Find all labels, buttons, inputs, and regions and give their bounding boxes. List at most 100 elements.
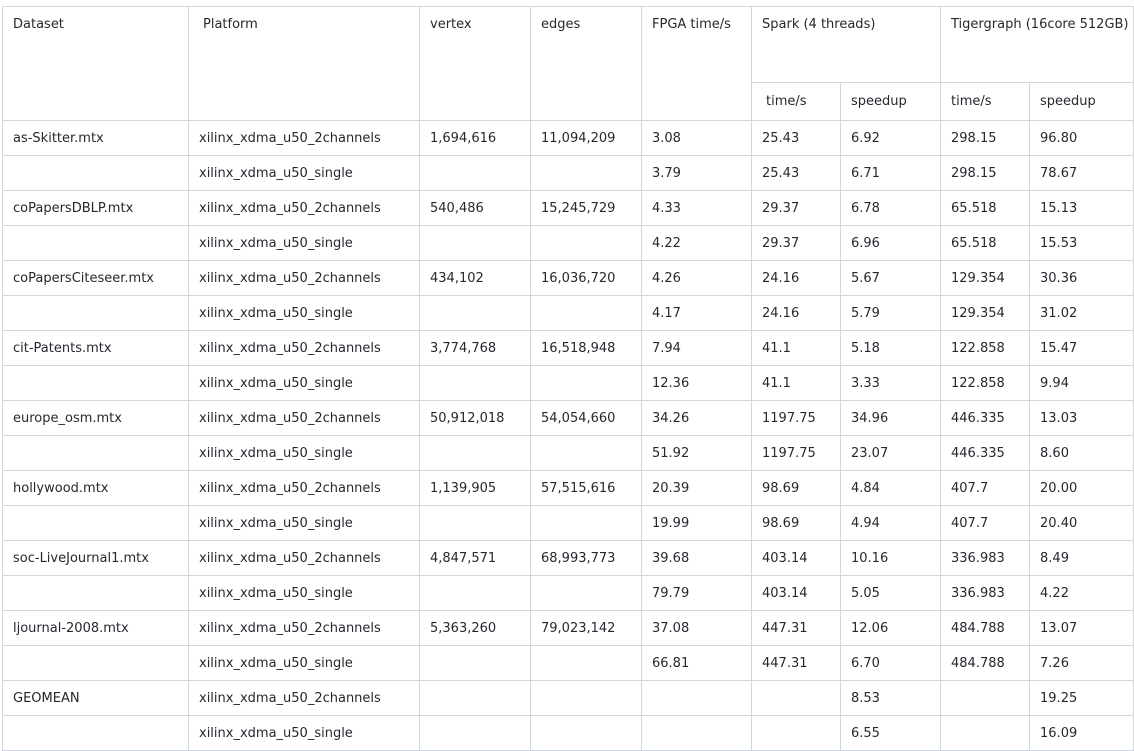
cell-vertex: 50,912,018 xyxy=(419,400,531,436)
cell-platform: xilinx_xdma_u50_2channels xyxy=(188,400,420,436)
cell-platform: xilinx_xdma_u50_2channels xyxy=(188,680,420,716)
cell-fpga: 37.08 xyxy=(641,610,752,646)
cell-spark-time: 98.69 xyxy=(751,505,841,541)
cell-platform: xilinx_xdma_u50_single xyxy=(188,295,420,331)
cell-dataset: soc-LiveJournal1.mtx xyxy=(2,540,189,576)
header-spark-time: time/s xyxy=(751,81,841,122)
cell-platform: xilinx_xdma_u50_single xyxy=(188,435,420,471)
table-row: hollywood.mtx xilinx_xdma_u50_2channels 1,… xyxy=(2,470,1134,506)
cell-vertex xyxy=(419,680,531,716)
header-spark-speedup: speedup xyxy=(839,81,942,122)
cell-platform: xilinx_xdma_u50_single xyxy=(188,575,420,611)
cell-tg-time: 446.335 xyxy=(940,435,1031,471)
cell-spark-speedup: 23.07 xyxy=(839,435,942,471)
cell-tg-time: 129.354 xyxy=(940,295,1031,331)
cell-dataset: as-Skitter.mtx xyxy=(2,120,189,156)
cell-spark-time: 1197.75 xyxy=(751,400,841,436)
header-tg-speedup: speedup xyxy=(1029,81,1134,122)
cell-fpga: 39.68 xyxy=(641,540,752,576)
cell-tg-speedup: 8.49 xyxy=(1029,540,1134,576)
cell-tg-speedup: 31.02 xyxy=(1029,295,1134,331)
cell-spark-speedup: 3.33 xyxy=(839,365,942,401)
cell-spark-time: 24.16 xyxy=(751,260,841,296)
cell-vertex xyxy=(419,225,531,261)
cell-spark-speedup: 4.94 xyxy=(839,505,942,541)
cell-spark-time: 25.43 xyxy=(751,120,841,156)
cell-platform: xilinx_xdma_u50_2channels xyxy=(188,610,420,646)
cell-tg-time: 336.983 xyxy=(940,540,1031,576)
cell-edges xyxy=(530,575,642,611)
cell-tg-speedup: 15.13 xyxy=(1029,190,1134,226)
cell-dataset xyxy=(2,505,189,541)
cell-fpga: 3.79 xyxy=(641,155,752,191)
header-vertex: vertex xyxy=(419,6,531,121)
subheader-row: time/s speedup time/s speedup xyxy=(3,81,1134,122)
cell-spark-time xyxy=(751,680,841,716)
cell-fpga: 79.79 xyxy=(641,575,752,611)
header-platform: Platform xyxy=(188,6,420,121)
cell-spark-time: 1197.75 xyxy=(751,435,841,471)
cell-edges xyxy=(530,715,642,751)
cell-spark-speedup: 34.96 xyxy=(839,400,942,436)
table-row: xilinx_xdma_u50_single 19.99 98.69 4.94 407.… xyxy=(2,505,1134,541)
cell-tg-time: 336.983 xyxy=(940,575,1031,611)
header-spark: Spark (4 threads) xyxy=(750,6,942,83)
cell-vertex: 540,486 xyxy=(419,190,531,226)
cell-tg-time: 65.518 xyxy=(940,225,1031,261)
cell-platform: xilinx_xdma_u50_2channels xyxy=(188,190,420,226)
cell-fpga: 4.17 xyxy=(641,295,752,331)
cell-dataset xyxy=(2,225,189,261)
cell-vertex xyxy=(419,365,531,401)
header-edges: edges xyxy=(530,6,642,121)
cell-fpga: 4.26 xyxy=(641,260,752,296)
cell-tg-speedup: 7.26 xyxy=(1029,645,1134,681)
cell-fpga: 51.92 xyxy=(641,435,752,471)
cell-vertex xyxy=(419,505,531,541)
table-row: coPapersDBLP.mtx xilinx_xdma_u50_2channel… xyxy=(2,190,1134,226)
cell-dataset: europe_osm.mtx xyxy=(2,400,189,436)
cell-tg-speedup: 78.67 xyxy=(1029,155,1134,191)
cell-edges xyxy=(530,295,642,331)
cell-spark-time: 403.14 xyxy=(751,540,841,576)
cell-spark-time xyxy=(751,715,841,751)
cell-tg-time: 129.354 xyxy=(940,260,1031,296)
cell-vertex: 4,847,571 xyxy=(419,540,531,576)
cell-fpga xyxy=(641,715,752,751)
cell-spark-speedup: 12.06 xyxy=(839,610,942,646)
cell-edges: 79,023,142 xyxy=(530,610,642,646)
cell-tg-speedup: 4.22 xyxy=(1029,575,1134,611)
cell-spark-speedup: 6.78 xyxy=(839,190,942,226)
cell-vertex xyxy=(419,435,531,471)
cell-dataset: cit-Patents.mtx xyxy=(2,330,189,366)
header-row: Dataset Platform vertex edges FPGA time/… xyxy=(2,6,1134,121)
table-header: Dataset Platform vertex edges FPGA time/… xyxy=(2,6,1134,122)
cell-fpga: 19.99 xyxy=(641,505,752,541)
cell-tg-speedup: 30.36 xyxy=(1029,260,1134,296)
cell-fpga: 4.22 xyxy=(641,225,752,261)
cell-tg-time: 407.7 xyxy=(940,470,1031,506)
cell-tg-time xyxy=(940,680,1031,716)
cell-tg-time xyxy=(940,715,1031,751)
cell-vertex: 3,774,768 xyxy=(419,330,531,366)
cell-spark-speedup: 5.67 xyxy=(839,260,942,296)
cell-platform: xilinx_xdma_u50_single xyxy=(188,225,420,261)
cell-dataset: coPapersDBLP.mtx xyxy=(2,190,189,226)
cell-tg-speedup: 9.94 xyxy=(1029,365,1134,401)
table-row: xilinx_xdma_u50_single 12.36 41.1 3.33 122.8… xyxy=(2,365,1134,401)
cell-edges xyxy=(530,680,642,716)
cell-spark-time: 447.31 xyxy=(751,645,841,681)
cell-edges: 16,518,948 xyxy=(530,330,642,366)
table-row: soc-LiveJournal1.mtx xilinx_xdma_u50_2cha… xyxy=(2,540,1134,576)
table-row: cit-Patents.mtx xilinx_xdma_u50_2channels… xyxy=(2,330,1134,366)
cell-vertex xyxy=(419,295,531,331)
cell-vertex: 434,102 xyxy=(419,260,531,296)
cell-fpga: 4.33 xyxy=(641,190,752,226)
cell-edges: 54,054,660 xyxy=(530,400,642,436)
cell-vertex: 1,139,905 xyxy=(419,470,531,506)
cell-vertex: 1,694,616 xyxy=(419,120,531,156)
cell-edges: 57,515,616 xyxy=(530,470,642,506)
table-row: europe_osm.mtx xilinx_xdma_u50_2channels 5… xyxy=(2,400,1134,436)
cell-platform: xilinx_xdma_u50_single xyxy=(188,155,420,191)
cell-edges xyxy=(530,435,642,471)
cell-fpga: 34.26 xyxy=(641,400,752,436)
